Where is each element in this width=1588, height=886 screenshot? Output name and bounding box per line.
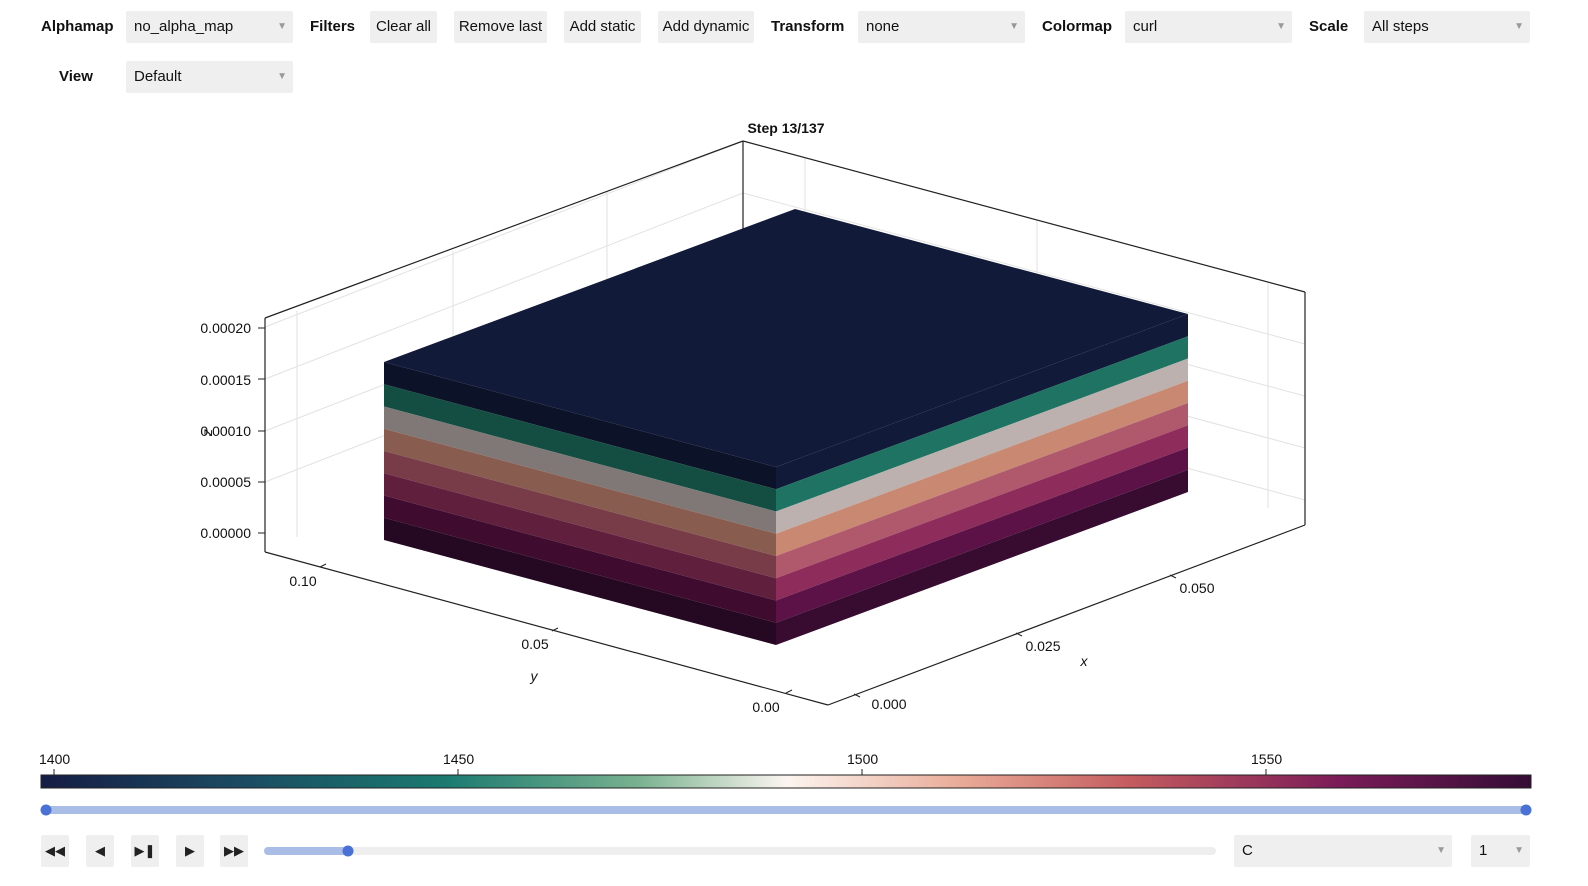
y-tick-label: 0.10: [289, 573, 316, 589]
y-tick-label: 0.05: [521, 636, 548, 652]
transform-value: none: [866, 18, 900, 35]
last-step-button[interactable]: ▶▶: [220, 835, 248, 867]
colormap-label: Colormap: [1042, 18, 1113, 35]
z-tick-label: 0.00015: [200, 372, 251, 388]
layer-right-face: [776, 469, 1188, 645]
play-icon: ▶: [185, 843, 195, 858]
colorbar-tick-label: 1500: [847, 751, 879, 767]
colorbar: [40, 774, 1532, 789]
transform-select[interactable]: none ▼: [858, 11, 1025, 43]
z-axis-label: z: [199, 429, 215, 437]
y-tick-label: 0.00: [752, 699, 779, 715]
layer-left-face: [384, 495, 776, 623]
colorrange-high-handle[interactable]: [1520, 804, 1532, 816]
z-tick-label: 0.00005: [200, 474, 251, 490]
chevron-down-icon: ▼: [1514, 845, 1524, 856]
layer-right-face: [776, 447, 1188, 623]
chevron-down-icon: ▼: [277, 21, 287, 32]
view-label: View: [59, 68, 93, 85]
layer-right-face: [776, 336, 1188, 512]
add-static-button[interactable]: Add static: [564, 11, 641, 43]
layer-left-face: [384, 451, 776, 579]
rewind-icon: ◀◀: [45, 843, 65, 858]
scale-label: Scale: [1309, 18, 1349, 35]
colorbar-tick-label: 1450: [443, 751, 475, 767]
block-top-face: [384, 209, 1188, 467]
x-tick-label: 0.025: [1025, 638, 1060, 654]
z-tick-label: 0.00000: [200, 525, 251, 541]
scale-select[interactable]: All steps ▼: [1364, 11, 1530, 43]
scale-value: All steps: [1372, 18, 1429, 35]
plot-title: Step 13/137: [747, 120, 824, 136]
colorbar-tick-label: 1550: [1251, 751, 1283, 767]
layer-left-face: [384, 428, 776, 556]
speed-select[interactable]: 1 ▼: [1471, 835, 1530, 867]
chevron-down-icon: ▼: [1276, 21, 1286, 32]
layer-left-face: [384, 517, 776, 645]
alphamap-label: Alphamap: [41, 18, 114, 35]
layer-left-face: [384, 384, 776, 512]
chevron-down-icon: ▼: [1436, 845, 1446, 856]
x-axis-label: x: [1080, 653, 1089, 669]
variable-value: C: [1242, 842, 1253, 859]
step-back-icon: ◀: [95, 843, 105, 858]
colormap-select[interactable]: curl ▼: [1125, 11, 1292, 43]
layer-right-face: [776, 380, 1188, 556]
next-step-button[interactable]: ▶: [176, 835, 204, 867]
chevron-down-icon: ▼: [1514, 21, 1524, 32]
time-slider-handle[interactable]: [342, 845, 354, 857]
layer-right-face: [776, 425, 1188, 601]
transform-label: Transform: [771, 18, 845, 35]
z-tick-label: 0.00010: [200, 423, 251, 439]
fast-forward-icon: ▶▶: [224, 843, 244, 858]
time-slider-track[interactable]: [264, 847, 1216, 855]
colorbar-tick-label: 1400: [39, 751, 71, 767]
x-tick-label: 0.000: [871, 696, 906, 712]
filters-label: Filters: [310, 18, 356, 35]
colorrange-low-handle[interactable]: [40, 804, 52, 816]
colormap-value: curl: [1133, 18, 1158, 35]
remove-last-button[interactable]: Remove last: [454, 11, 547, 43]
x-tick-label: 0.050: [1179, 580, 1214, 596]
speed-value: 1: [1479, 842, 1488, 859]
clear-all-button[interactable]: Clear all: [370, 11, 437, 43]
layer-right-face: [776, 358, 1188, 534]
layer-right-face: [776, 314, 1188, 490]
layer-left-face: [384, 406, 776, 534]
layer-right-face: [776, 403, 1188, 579]
z-tick-label: 0.00020: [200, 320, 251, 336]
chevron-down-icon: ▼: [277, 71, 287, 82]
3d-layered-block: [384, 209, 1188, 645]
alphamap-select[interactable]: no_alpha_map ▼: [126, 11, 293, 43]
time-slider-fill: [264, 847, 348, 855]
layer-left-face: [384, 473, 776, 601]
alphamap-value: no_alpha_map: [134, 18, 234, 35]
play-pause-icon: ▶❚: [134, 843, 156, 858]
view-select[interactable]: Default ▼: [126, 61, 293, 93]
chevron-down-icon: ▼: [1009, 21, 1019, 32]
first-step-button[interactable]: ◀◀: [41, 835, 69, 867]
view-value: Default: [134, 68, 182, 85]
variable-select[interactable]: C ▼: [1234, 835, 1452, 867]
colorrange-slider-track[interactable]: [46, 806, 1526, 814]
play-pause-button[interactable]: ▶❚: [131, 835, 159, 867]
add-dynamic-button[interactable]: Add dynamic: [658, 11, 754, 43]
layer-left-face: [384, 362, 776, 490]
y-axis-label: y: [530, 668, 539, 684]
previous-step-button[interactable]: ◀: [86, 835, 114, 867]
